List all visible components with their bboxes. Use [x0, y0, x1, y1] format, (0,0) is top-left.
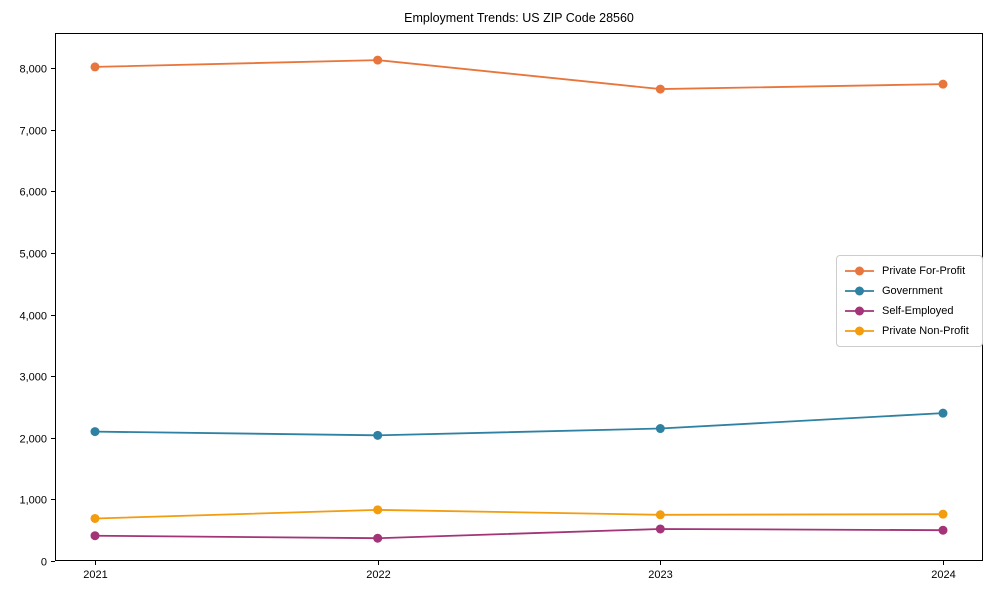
series-line-private-non-profit: [94, 508, 944, 520]
legend-item-private-for-profit: Private For-Profit: [844, 261, 976, 281]
data-point: [373, 533, 383, 543]
data-point: [655, 510, 665, 520]
data-point: [90, 513, 100, 523]
y-tick-label: 6,000: [19, 187, 47, 199]
data-point: [938, 509, 948, 519]
data-point: [655, 524, 665, 534]
data-point: [938, 525, 948, 535]
x-tick-label: 2023: [648, 569, 672, 581]
data-point: [373, 430, 383, 440]
legend-label: Government: [882, 285, 943, 297]
y-tick-label: 2,000: [19, 434, 47, 446]
data-point: [90, 427, 100, 437]
data-point: [938, 79, 948, 89]
legend-line-marker-icon: [845, 306, 874, 316]
legend-line-marker-icon: [845, 286, 874, 296]
x-tick-label: 2024: [931, 569, 955, 581]
y-tick-label: 5,000: [19, 249, 47, 261]
chart-legend: Private For-Profit Government Self-Employe…: [836, 255, 983, 347]
series-line-private-for-profit: [94, 59, 944, 90]
x-tick-label: 2022: [366, 569, 390, 581]
y-tick-label: 8,000: [19, 64, 47, 76]
data-point: [90, 62, 100, 72]
legend-label: Private Non-Profit: [882, 325, 969, 337]
y-tick-label: 4,000: [19, 311, 47, 323]
legend-item-government: Government: [844, 281, 976, 301]
data-point: [90, 531, 100, 541]
y-tick-label: 7,000: [19, 126, 47, 138]
x-tick-label: 2021: [83, 569, 107, 581]
legend-item-self-employed: Self-Employed: [844, 301, 976, 321]
data-point: [373, 55, 383, 65]
data-point: [655, 424, 665, 434]
y-tick-label: 1,000: [19, 495, 47, 507]
data-point: [655, 84, 665, 94]
chart-title: Employment Trends: US ZIP Code 28560: [404, 11, 634, 25]
legend-label: Self-Employed: [882, 305, 954, 317]
data-point: [373, 505, 383, 515]
y-tick-label: 3,000: [19, 372, 47, 384]
legend-item-private-non-profit: Private Non-Profit: [844, 321, 976, 341]
legend-label: Private For-Profit: [882, 265, 966, 277]
data-point: [938, 408, 948, 418]
legend-line-marker-icon: [845, 266, 874, 276]
legend-line-marker-icon: [845, 326, 874, 336]
y-tick-label: 0: [41, 557, 47, 569]
series-line-self-employed: [94, 528, 944, 540]
series-line-government: [94, 412, 944, 437]
